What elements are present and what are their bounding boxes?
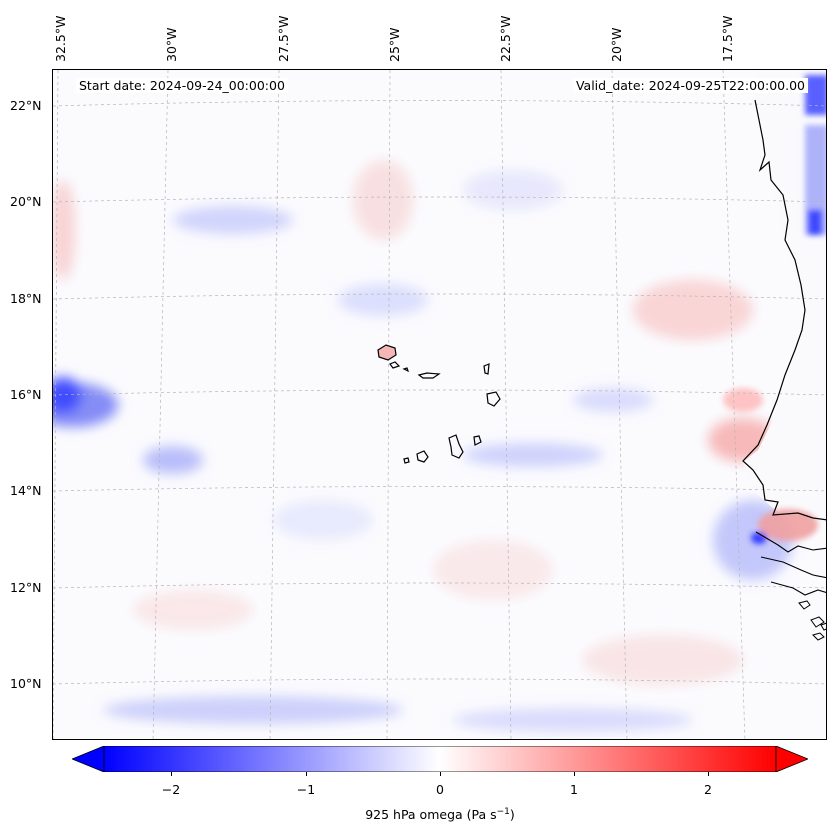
colorbar-tick-label: 1 — [570, 782, 578, 797]
start-date-label: Start date: 2024-09-24_00:00:00 — [76, 78, 288, 93]
gambia-coastline — [755, 531, 826, 596]
lon-label-30w: 30°W — [164, 27, 179, 62]
island-santa-luzia — [402, 367, 410, 373]
lon-label-20w: 20°W — [609, 27, 624, 62]
lat-label-22n: 22°N — [10, 98, 42, 113]
lat-label-12n: 12°N — [10, 580, 42, 595]
island-boa-vista — [486, 391, 501, 407]
map-plot-area: Start date: 2024-09-24_00:00:00 Valid_da… — [52, 69, 827, 740]
colorbar — [72, 746, 808, 772]
lat-label-20n: 20°N — [10, 194, 42, 209]
omega-field — [53, 160, 793, 732]
colorbar-extend-max — [775, 746, 808, 772]
lat-label-14n: 14°N — [10, 483, 42, 498]
colorbar-tick-label: 0 — [436, 782, 444, 797]
colorbar-tick-label: −2 — [161, 782, 181, 797]
lat-label-18n: 18°N — [10, 291, 42, 306]
lon-label-25w: 25°W — [387, 27, 402, 62]
omega-field-map — [53, 70, 826, 739]
island-sal — [483, 363, 490, 375]
coastal-omega-field — [723, 75, 826, 544]
colorbar-title: 925 hPa omega (Pa s−1) — [365, 807, 515, 823]
island-fogo — [416, 450, 429, 463]
cape-verde-islands — [377, 344, 501, 464]
island-santo-antao — [377, 344, 397, 361]
colorbar-gradient — [103, 746, 777, 772]
island-sao-nicolau — [417, 372, 441, 379]
colorbar-tick-label: −1 — [296, 782, 316, 797]
lon-label-17-5w: 17.5°W — [720, 15, 735, 62]
island-santiago — [448, 434, 464, 459]
lon-label-22-5w: 22.5°W — [498, 15, 513, 62]
valid-date-label: Valid_date: 2024-09-25T22:00:00.00 — [572, 78, 808, 93]
africa-coastline — [742, 99, 826, 521]
lon-label-27-5w: 27.5°W — [276, 15, 291, 62]
island-brava — [403, 457, 410, 464]
island-sao-vicente — [389, 361, 401, 369]
lat-label-10n: 10°N — [10, 676, 42, 691]
colorbar-extend-min — [72, 746, 105, 772]
island-maio — [473, 435, 482, 446]
graticule — [53, 70, 826, 739]
bissagos-islands — [798, 600, 826, 641]
colorbar-tick-label: 2 — [704, 782, 712, 797]
lon-label-32-5w: 32.5°W — [53, 15, 68, 62]
lat-label-16n: 16°N — [10, 387, 42, 402]
